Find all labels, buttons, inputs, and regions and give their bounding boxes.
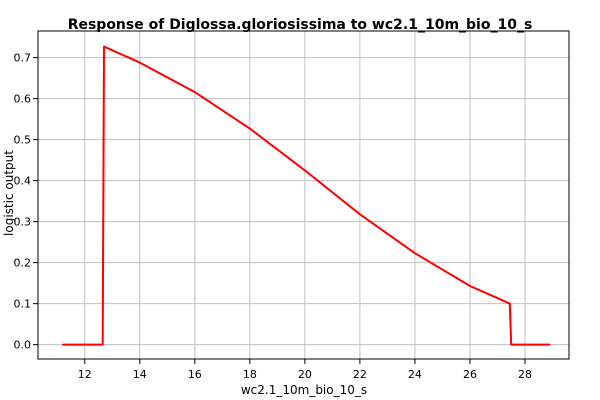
series — [61, 45, 551, 346]
x-tick-label: 22 — [353, 368, 367, 381]
x-tick-label: 18 — [243, 368, 257, 381]
y-axis-label: logistic output — [2, 150, 16, 236]
response-curve-point — [249, 127, 251, 130]
response-curve-point — [101, 343, 104, 346]
y-tick-label: 0.0 — [14, 339, 32, 352]
chart-title: Response of Diglossa.gloriosissima to wc… — [68, 17, 533, 33]
x-tick-label: 12 — [78, 368, 92, 381]
response-curve-point — [304, 169, 306, 172]
y-tick-label: 0.2 — [14, 257, 32, 270]
x-axis-label: wc2.1_10m_bio_10_s — [241, 383, 367, 397]
y-tick-label: 0.3 — [14, 216, 32, 229]
x-tick-label: 14 — [133, 368, 147, 381]
response-curve-point — [509, 302, 511, 305]
response-curve-point — [359, 213, 361, 216]
y-tick-label: 0.7 — [14, 52, 32, 65]
y-tick-label: 0.4 — [14, 175, 32, 188]
x-tick-label: 24 — [408, 368, 422, 381]
grid — [38, 31, 569, 359]
y-tick-label: 0.1 — [14, 298, 32, 311]
plot-frame — [37, 30, 570, 360]
response-curve-point — [194, 91, 196, 93]
response-curve-point — [469, 285, 471, 287]
x-tick-label: 20 — [298, 368, 312, 381]
ticks: 12 14 16 18 20 22 24 26 28 0.0 0.1 0.2 0.3 0.4 0.5 0.6 0… — [14, 52, 532, 381]
y-tick-label: 0.6 — [14, 93, 32, 106]
x-tick-label: 28 — [518, 368, 532, 381]
y-tick-label: 0.5 — [14, 134, 32, 147]
response-curve-point — [414, 252, 416, 255]
response-curve-point — [510, 343, 513, 346]
response-curve-point — [103, 45, 105, 48]
response-curve-point — [138, 61, 141, 64]
x-tick-label: 16 — [188, 368, 202, 381]
response-curve-point — [61, 343, 64, 346]
x-tick-label: 26 — [463, 368, 477, 381]
response-curve-point — [548, 343, 551, 346]
